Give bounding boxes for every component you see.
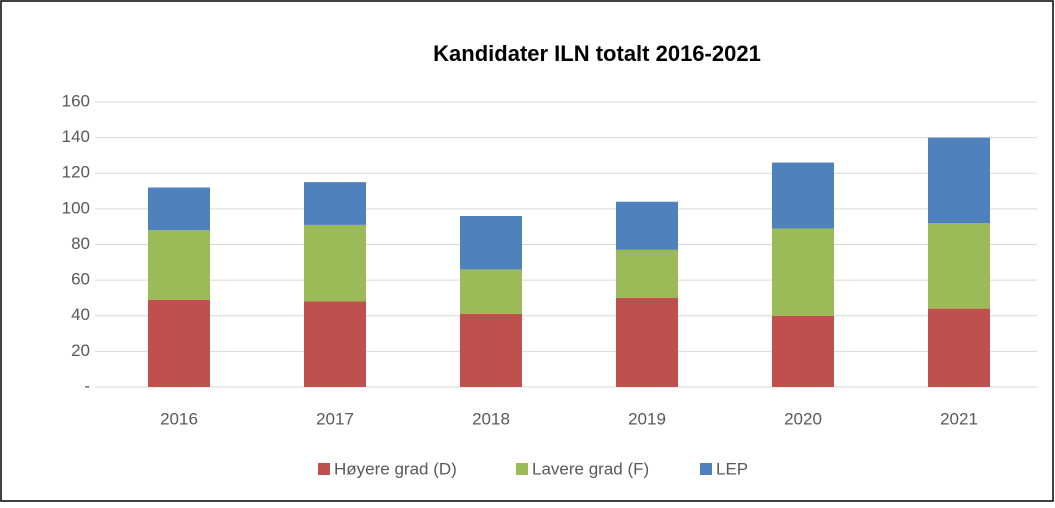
y-tick-label: 60 [71, 270, 90, 289]
bar-segment [304, 182, 366, 225]
legend-label: Lavere grad (F) [532, 459, 649, 478]
bar-segment [616, 249, 678, 298]
bar-segment [304, 301, 366, 387]
legend-label: Høyere grad (D) [334, 459, 457, 478]
x-tick-label: 2017 [316, 409, 354, 428]
bar-segment [772, 162, 834, 229]
bar-segment [460, 216, 522, 270]
bar-segment [304, 224, 366, 302]
bar-segment [772, 315, 834, 387]
x-tick-label: 2016 [160, 409, 198, 428]
legend-swatch [700, 463, 712, 475]
legend-swatch [318, 463, 330, 475]
y-tick-label: 160 [62, 91, 90, 110]
bar-segment [928, 223, 990, 309]
bar-segment [616, 297, 678, 387]
y-tick-label: 40 [71, 305, 90, 324]
x-tick-label: 2021 [940, 409, 978, 428]
bar-segment [148, 187, 210, 231]
y-tick-label: 80 [71, 234, 90, 253]
chart-title: Kandidater ILN totalt 2016-2021 [433, 41, 761, 66]
bar-segment [928, 137, 990, 224]
bar-segment [460, 269, 522, 314]
legend-label: LEP [716, 459, 748, 478]
bar-segment [460, 313, 522, 387]
legend-swatch [516, 463, 528, 475]
y-tick-label: 140 [62, 127, 90, 146]
bar-segment [772, 228, 834, 316]
x-tick-label: 2020 [784, 409, 822, 428]
y-tick-label: 20 [71, 341, 90, 360]
bar-segment [928, 308, 990, 387]
bar-segment [148, 299, 210, 387]
x-tick-label: 2018 [472, 409, 510, 428]
y-tick-label: 100 [62, 198, 90, 217]
y-tick-label: 120 [62, 163, 90, 182]
bar-segment [616, 201, 678, 250]
x-tick-label: 2019 [628, 409, 666, 428]
y-tick-label: - [84, 376, 90, 395]
bar-segment [148, 230, 210, 300]
